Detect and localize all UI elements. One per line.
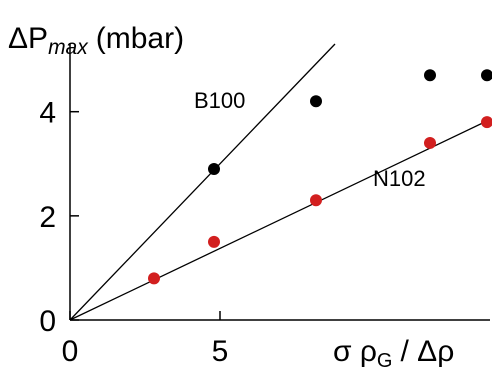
y-tick-label-2: 4	[39, 97, 56, 130]
point-b100-1	[310, 95, 322, 108]
fit-line-n102	[69, 118, 491, 321]
point-n102-4	[481, 116, 492, 129]
point-n102-1	[208, 235, 220, 248]
x-tick-label-1: 5	[212, 335, 229, 368]
x-axis-title-main: σ ρ	[333, 335, 377, 368]
y-axis-title: ΔPmax (mbar)	[8, 22, 184, 59]
point-b100-0	[208, 162, 220, 175]
x-tick-label-0: 0	[62, 335, 79, 368]
point-b100-3	[481, 69, 492, 82]
x-axis-title-sub: G	[377, 350, 393, 371]
x-axis-title-tail: / Δρ	[400, 335, 454, 368]
series-label-n102: N102	[373, 166, 426, 191]
data-points	[148, 69, 492, 285]
y-axis-title-main: ΔP	[8, 22, 48, 55]
fit-line-b100	[69, 43, 336, 321]
point-n102-2	[310, 194, 322, 207]
point-n102-3	[424, 136, 436, 149]
fit-lines	[69, 43, 491, 321]
y-axis-title-sub: max	[48, 36, 89, 59]
ticks: 0 2 4 0 5	[39, 97, 228, 368]
x-axis-title: σ ρG / Δρ	[333, 335, 454, 371]
y-tick-label-1: 2	[39, 201, 56, 234]
series-label-b100: B100	[194, 88, 245, 113]
y-tick-label-0: 0	[39, 305, 56, 338]
y-axis-title-unit: (mbar)	[96, 22, 184, 55]
point-n102-0	[148, 272, 160, 285]
point-b100-2	[424, 69, 436, 82]
